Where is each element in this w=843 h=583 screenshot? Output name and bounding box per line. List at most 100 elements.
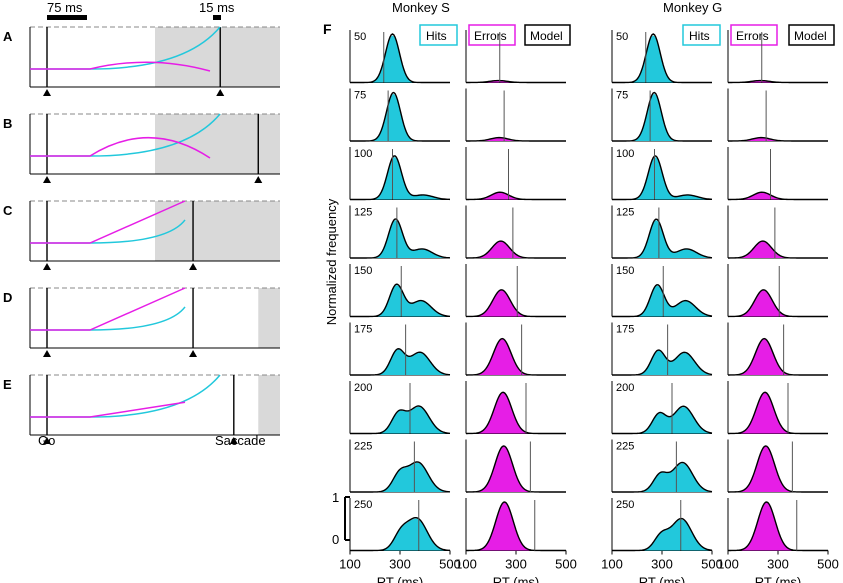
hits-histogram	[350, 349, 450, 375]
model-curve	[727, 501, 828, 552]
errors-histogram	[728, 502, 828, 551]
histogram-row: 50	[611, 30, 828, 84]
hits-histogram	[350, 93, 450, 141]
gap-label: 150	[616, 265, 634, 277]
model-curve	[350, 283, 451, 318]
x-axis-label: RT (ms)	[639, 575, 685, 583]
gap-label: 150	[354, 265, 372, 277]
saccade-marker-triangle	[216, 89, 225, 96]
shaded-region	[258, 375, 280, 435]
go-marker-triangle	[43, 263, 51, 270]
errors-histogram	[466, 289, 566, 317]
hits-histogram	[612, 519, 712, 551]
panel-D: D	[3, 287, 280, 357]
panel-label: D	[3, 290, 12, 305]
histogram-row: 175	[349, 322, 566, 376]
hits-histogram	[612, 220, 712, 258]
histogram-row: 100	[349, 147, 566, 201]
legend-errors-box	[730, 24, 778, 46]
x-tick-label: 500	[555, 557, 577, 572]
model-curve	[465, 337, 566, 376]
hits-histogram	[612, 407, 712, 434]
model-curve	[465, 501, 566, 552]
model-curve	[612, 155, 713, 201]
errors-histogram	[728, 338, 828, 375]
gap-label: 225	[616, 441, 634, 453]
y-axis-label: Normalized frequency	[324, 198, 339, 325]
x-tick-label: 100	[455, 557, 477, 572]
saccade-marker-triangle	[254, 176, 263, 183]
panel-B: B	[3, 113, 280, 183]
panel-E: E	[3, 374, 280, 444]
gap-label: 125	[616, 207, 634, 219]
model-curve	[727, 136, 828, 142]
model-curve	[727, 191, 828, 201]
model-curve	[465, 79, 566, 84]
x-tick-label: 500	[439, 557, 461, 572]
model-curve	[727, 337, 828, 376]
gap-label: 250	[354, 499, 372, 511]
scale-bar-75ms	[47, 15, 87, 20]
histogram-row: 75	[349, 88, 566, 142]
histogram-row: 200	[611, 381, 828, 435]
panel-C: C	[3, 200, 280, 270]
histogram-row: 75	[611, 88, 828, 142]
scale-label-75ms: 75 ms	[47, 0, 83, 15]
gap-label: 75	[616, 90, 628, 102]
legend-monkey-g: Hits Errors Model	[682, 24, 835, 46]
scale-label-15ms: 15 ms	[199, 0, 235, 15]
legend-model-box	[524, 24, 571, 46]
errors-histogram	[466, 192, 566, 200]
hits-histogram	[612, 463, 712, 492]
model-curve	[612, 349, 713, 376]
gap-label: 225	[354, 441, 372, 453]
hits-accumulator-trace	[30, 113, 221, 157]
model-curve	[727, 289, 828, 318]
panel-label-F: F	[323, 21, 332, 37]
model-curve	[465, 191, 566, 201]
errors-accumulator-trace	[30, 401, 186, 418]
saccade-marker-triangle	[189, 350, 198, 357]
saccade-marker-triangle	[229, 437, 238, 444]
x-axis-label: RT (ms)	[377, 575, 423, 583]
model-curve	[727, 79, 828, 84]
model-curve	[612, 33, 712, 84]
legend-errors-box	[468, 24, 516, 46]
legend-errors-label: Errors	[736, 29, 769, 43]
histogram-row: 250	[611, 498, 828, 552]
x-axes: 100 300 500 RT (ms) 100 300 500 RT (ms) 100 300 50…	[339, 550, 839, 583]
legend-monkey-s: Hits Errors Model	[419, 24, 571, 46]
gap-label: 250	[616, 499, 634, 511]
errors-accumulator-trace	[30, 200, 186, 244]
timing-scale: 75 ms 15 ms	[47, 0, 235, 20]
errors-histogram	[728, 80, 828, 83]
legend-hits-label: Hits	[426, 29, 447, 43]
hits-accumulator-trace	[30, 306, 186, 331]
monkey-s-title: Monkey S	[392, 0, 450, 15]
x-tick-label: 100	[601, 557, 623, 572]
model-curve	[612, 461, 713, 493]
x-tick-label: 500	[817, 557, 839, 572]
legend-model-label: Model	[794, 29, 827, 43]
hits-accumulator-trace	[30, 219, 186, 244]
panel-label: B	[3, 116, 12, 131]
errors-histogram	[466, 80, 566, 83]
scale-bar-15ms	[213, 15, 221, 20]
model-curve	[350, 33, 450, 84]
hits-histogram	[350, 285, 450, 317]
histogram-row: 150	[349, 264, 566, 318]
gap-label: 50	[616, 31, 628, 43]
model-curve	[350, 516, 451, 552]
histogram-row: 125	[611, 205, 828, 259]
gap-label: 50	[354, 31, 366, 43]
x-tick-label: 300	[651, 557, 673, 572]
gap-label: 175	[354, 324, 372, 336]
saccade-label: Saccade	[215, 433, 266, 448]
errors-accumulator-trace	[30, 61, 211, 72]
model-curve	[727, 445, 828, 493]
panel-A: A	[3, 26, 280, 96]
model-curve	[350, 155, 451, 201]
histogram-row: 225	[349, 439, 566, 493]
gap-label: 175	[616, 324, 634, 336]
model-curve	[612, 517, 713, 552]
